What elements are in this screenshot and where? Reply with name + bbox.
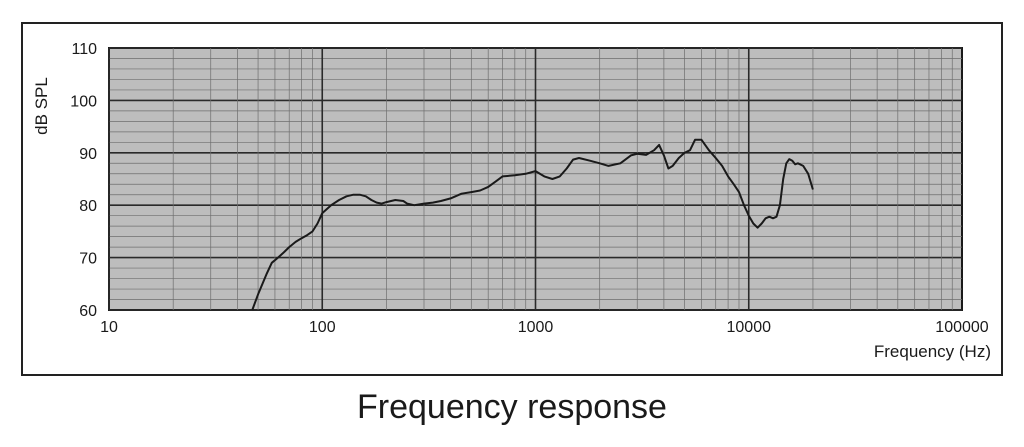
tick-labels: 10 100 1000 10000 100000 60 70 80 90 100 110 [70, 41, 989, 336]
chart-caption: Frequency response [357, 388, 667, 426]
x-tick-label: 1000 [518, 319, 554, 336]
x-tick-label: 100 [309, 319, 336, 336]
chart-frame: 10 100 1000 10000 100000 60 70 80 90 100 110 dB SP… [21, 22, 1003, 376]
y-tick-label: 110 [71, 41, 97, 58]
y-tick-label: 70 [79, 251, 97, 268]
x-tick-label: 100000 [935, 319, 988, 336]
x-tick-label: 10 [100, 319, 118, 336]
y-axis-label: dB SPL [32, 77, 51, 135]
frequency-response-chart: 10 100 1000 10000 100000 60 70 80 90 100 110 dB SP… [32, 41, 991, 361]
grid-lines [108, 47, 962, 311]
response-curve [251, 138, 814, 311]
y-tick-label: 90 [79, 146, 97, 163]
y-tick-label: 100 [70, 93, 97, 110]
y-tick-label: 60 [79, 303, 97, 320]
y-tick-label: 80 [79, 198, 97, 215]
x-tick-label: 10000 [727, 319, 772, 336]
x-axis-label: Frequency (Hz) [874, 342, 991, 361]
